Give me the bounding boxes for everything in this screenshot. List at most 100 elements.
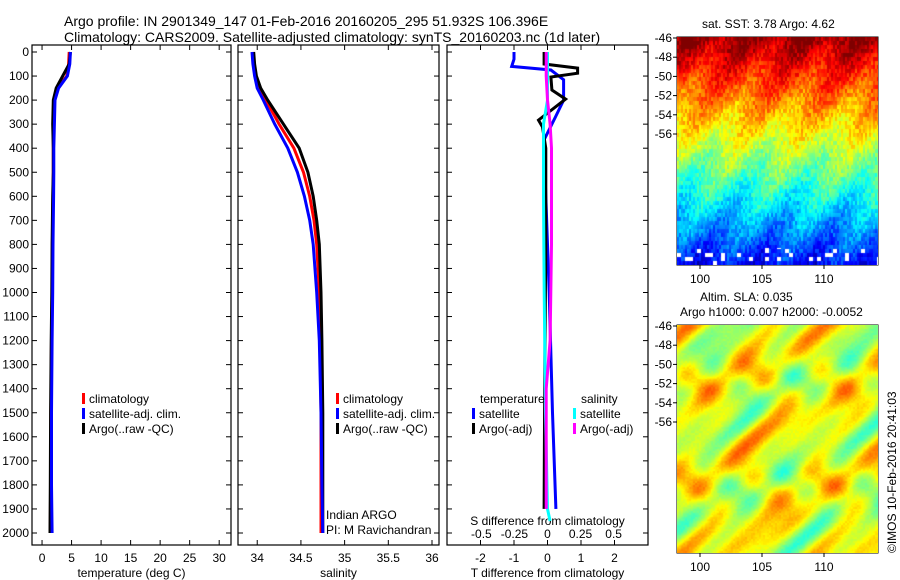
- x-tick-label: 2: [611, 551, 618, 565]
- y-tick-label: 1000: [2, 286, 29, 300]
- sst-map-lat-label: -46: [655, 31, 673, 45]
- x-axis-label: T difference from climatology: [471, 566, 625, 580]
- legend-swatch-argo: [472, 423, 475, 434]
- data-credit: Indian ARGO PI: M Ravichandran: [326, 508, 431, 538]
- x-tick-label: 30: [213, 551, 227, 565]
- y-tick-label: 1400: [2, 382, 29, 396]
- x-tick-label: 20: [153, 551, 167, 565]
- y-tick-label: 1800: [2, 478, 29, 492]
- y-tick-label: 500: [9, 165, 29, 179]
- legend-label: satellite-adj. clim.: [343, 407, 436, 421]
- temperature-legend: climatology satellite-adj. clim. Argo(..…: [82, 392, 181, 437]
- y-tick-label: 800: [9, 237, 29, 251]
- sst-map-lat-label: -48: [655, 50, 673, 64]
- sst-map-lat-label: -52: [655, 89, 673, 103]
- y-tick-label: 300: [9, 117, 29, 131]
- plot-frame: [31, 44, 232, 546]
- legend-label: Argo(-adj): [479, 422, 533, 436]
- diff-legend-salinity: salinity satellite Argo(-adj): [573, 392, 633, 437]
- x-tick-label: 35.5: [377, 551, 401, 565]
- y-tick-label: 200: [9, 93, 29, 107]
- legend-swatch-satellite: [472, 408, 475, 419]
- legend-label: Argo(..raw -QC): [343, 422, 428, 436]
- y-tick-label: 1500: [2, 406, 29, 420]
- y-tick-label: 1700: [2, 454, 29, 468]
- legend-label: climatology: [343, 392, 404, 406]
- legend-heading: temperature: [480, 392, 545, 406]
- s-diff-tick-label: 0: [544, 527, 551, 541]
- x-tick-label: 15: [124, 551, 138, 565]
- legend-swatch-argo: [336, 423, 339, 434]
- legend-label: satellite-adj. clim.: [89, 407, 182, 421]
- x-tick-label: 0: [39, 551, 46, 565]
- legend-swatch-climatology: [82, 393, 85, 404]
- profile-line-satellite-adj-clim-: [50, 51, 72, 534]
- sst-map-lon-label: 100: [690, 272, 710, 286]
- y-tick-label: 1200: [2, 334, 29, 348]
- x-tick-label: 36: [425, 551, 439, 565]
- y-tick-label: 600: [9, 189, 29, 203]
- x-tick-label: 10: [94, 551, 108, 565]
- sla-map: [677, 325, 878, 553]
- sst-map-title: sat. SST: 3.78 Argo: 4.62: [702, 17, 835, 31]
- legend-swatch-climatology: [336, 393, 339, 404]
- legend-label: Argo(..raw -QC): [89, 422, 174, 436]
- s-diff-tick-label: -0.25: [501, 527, 529, 541]
- y-tick-label: 2000: [2, 526, 29, 540]
- profile-line-temperature-argo-adj-: [536, 52, 580, 509]
- y-tick-label: 100: [9, 69, 29, 83]
- legend-label: Argo(-adj): [580, 422, 634, 436]
- sla-map-lon-label: 100: [690, 560, 710, 574]
- sst-map-lon-label: 110: [814, 272, 833, 286]
- x-axis-label: temperature (deg C): [77, 566, 185, 580]
- sla-map-lat-label: -56: [655, 415, 673, 429]
- sst-map-lat-label: -56: [655, 127, 673, 141]
- sla-map-lat-label: -50: [655, 357, 673, 371]
- sla-map-subtitle: Argo h1000: 0.007 h2000: -0.0052: [680, 305, 863, 319]
- s-diff-tick-label: 0.25: [569, 527, 593, 541]
- s-diff-axis-label: S difference from climatology: [470, 514, 625, 528]
- sla-map-title: Altim. SLA: 0.035: [700, 290, 793, 304]
- profile-line-satellite-adj-clim-: [250, 51, 325, 534]
- profile-line-salinity-argo-adj-: [544, 52, 553, 509]
- x-tick-label: 1: [578, 551, 585, 565]
- sst-map-lon-label: 105: [752, 272, 772, 286]
- diff-legend-temperature: temperature satellite Argo(-adj): [472, 392, 545, 437]
- plot-frame: [237, 44, 440, 546]
- legend-label: satellite: [580, 407, 621, 421]
- profile-line-climatology: [251, 51, 323, 533]
- y-tick-label: 1900: [2, 502, 29, 516]
- x-axis-label: salinity: [320, 566, 357, 580]
- legend-swatch-argo: [82, 423, 85, 434]
- s-diff-tick-label: -0.5: [471, 527, 492, 541]
- y-tick-label: 400: [9, 141, 29, 155]
- sla-map-lat-label: -54: [655, 396, 673, 410]
- x-tick-label: 34: [251, 551, 265, 565]
- legend-label: satellite: [479, 407, 520, 421]
- imos-timestamp: ©IMOS 10-Feb-2016 20:41:03: [885, 391, 899, 553]
- legend-heading: salinity: [581, 392, 618, 406]
- x-tick-label: 0: [544, 551, 551, 565]
- legend-swatch-satellite: [336, 408, 339, 419]
- y-tick-label: 700: [9, 213, 29, 227]
- sla-map-lon-label: 110: [814, 560, 833, 574]
- credit-program: Indian ARGO: [326, 508, 397, 522]
- x-tick-label: 5: [68, 551, 75, 565]
- legend-label: climatology: [89, 392, 150, 406]
- x-tick-label: 34.5: [289, 551, 313, 565]
- figure-subtitle: Climatology: CARS2009. Satellite-adjuste…: [64, 29, 601, 45]
- x-tick-label: 35: [338, 551, 352, 565]
- legend-swatch-satellite: [82, 408, 85, 419]
- sla-map-lat-label: -52: [655, 377, 673, 391]
- credit-pi: PI: M Ravichandran: [326, 523, 432, 537]
- sst-map: [677, 37, 878, 265]
- y-tick-label: 1300: [2, 358, 29, 372]
- legend-swatch-satellite: [573, 408, 576, 419]
- legend-swatch-argo: [573, 423, 576, 434]
- x-tick-label: -2: [475, 551, 486, 565]
- y-tick-label: 900: [9, 261, 29, 275]
- sla-map-lat-label: -46: [655, 319, 673, 333]
- sst-map-lat-label: -50: [655, 69, 673, 83]
